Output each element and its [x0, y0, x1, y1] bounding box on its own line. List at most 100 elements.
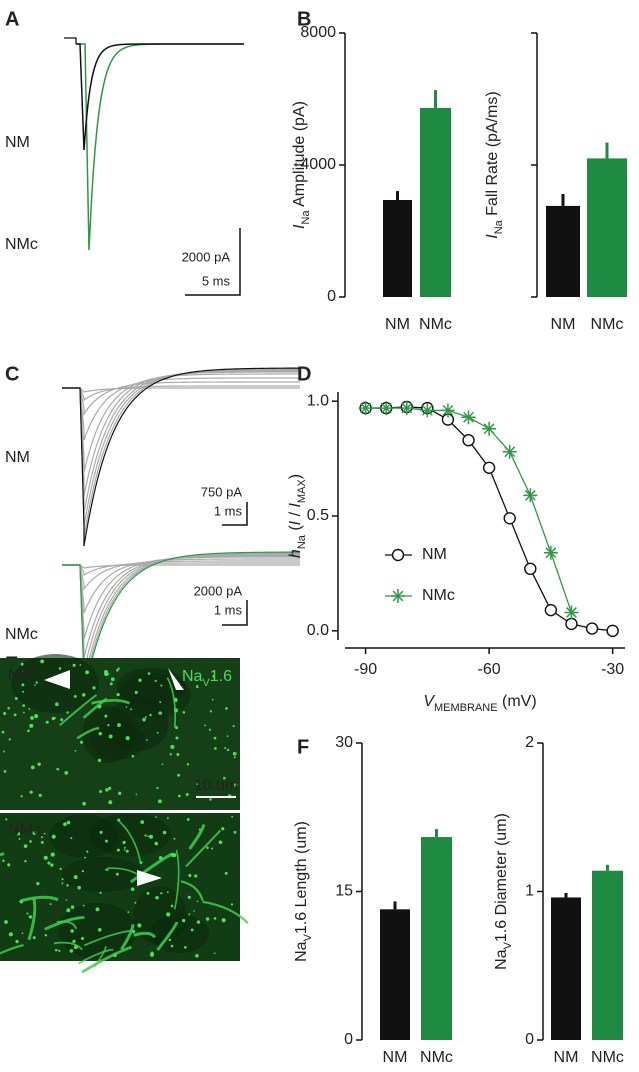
puncta	[170, 744, 175, 749]
puncta	[140, 820, 145, 824]
puncta	[43, 855, 48, 860]
label-part: V	[502, 941, 514, 949]
marker	[461, 410, 476, 425]
trace	[76, 43, 243, 251]
cell-shadow	[62, 856, 144, 892]
label-part: Na	[300, 210, 312, 225]
axon-segment	[76, 727, 100, 740]
axon-segment	[173, 849, 180, 910]
label-part: I	[287, 520, 304, 525]
puncta	[58, 949, 61, 952]
puncta	[211, 698, 214, 701]
puncta	[2, 859, 5, 863]
trace	[62, 562, 300, 577]
bar	[420, 107, 451, 297]
puncta	[208, 728, 211, 731]
label-part: I	[484, 234, 501, 239]
axon-segment	[129, 852, 173, 884]
puncta	[72, 663, 76, 667]
panel-letter: B	[297, 8, 311, 30]
puncta	[194, 874, 198, 878]
puncta	[99, 830, 103, 834]
y-axis-label: hNa (I / IMAX)	[287, 474, 308, 558]
label-part: Na	[182, 668, 203, 685]
puncta	[218, 840, 223, 845]
puncta	[74, 749, 77, 752]
axon-segment	[59, 694, 98, 727]
trace	[62, 555, 301, 659]
puncta	[138, 678, 142, 682]
puncta	[22, 690, 25, 693]
puncta	[99, 790, 103, 794]
trace-label: NMc	[5, 236, 38, 253]
puncta	[73, 875, 78, 880]
y-tick-label: 1	[525, 883, 534, 900]
marker	[399, 401, 414, 416]
y-tick-label: 15	[335, 883, 353, 900]
label-part: V	[423, 693, 435, 710]
puncta	[70, 929, 74, 933]
puncta	[106, 869, 109, 871]
puncta	[225, 707, 228, 710]
puncta	[188, 873, 192, 877]
puncta	[231, 815, 234, 818]
trace-label: NM	[5, 134, 30, 151]
puncta	[193, 910, 195, 912]
puncta	[155, 895, 159, 900]
puncta	[213, 917, 217, 920]
puncta	[56, 767, 59, 771]
trace	[62, 551, 301, 695]
x-tick-label: NMc	[420, 1049, 453, 1066]
scale-label: 750 pA	[201, 484, 243, 499]
puncta	[72, 939, 76, 944]
puncta	[117, 723, 121, 727]
puncta	[27, 729, 30, 733]
puncta	[110, 677, 115, 682]
puncta	[134, 690, 138, 695]
puncta	[51, 834, 56, 839]
puncta	[29, 723, 34, 728]
puncta	[4, 920, 8, 924]
puncta	[168, 938, 172, 942]
label-part: (	[287, 525, 304, 535]
label-part: (mV)	[498, 693, 537, 710]
puncta	[108, 800, 113, 805]
puncta	[181, 918, 186, 923]
puncta	[24, 859, 27, 863]
image-label: NM	[8, 667, 33, 684]
puncta	[66, 711, 69, 714]
axon-segment	[27, 897, 37, 941]
marker	[462, 434, 475, 447]
puncta	[124, 846, 126, 849]
arrowhead	[137, 870, 162, 886]
puncta	[32, 831, 37, 835]
puncta	[105, 839, 108, 843]
x-tick-label: NM	[383, 1049, 408, 1066]
label-part: )	[287, 474, 304, 479]
puncta	[92, 686, 96, 690]
puncta	[196, 783, 199, 786]
y-axis-label: INa Amplitude (pA)	[291, 101, 312, 229]
puncta	[69, 949, 74, 953]
puncta	[18, 838, 21, 840]
label-part: MEMBRANE	[434, 702, 498, 714]
y-tick-label: 0	[525, 1031, 534, 1048]
cell-shadow	[150, 913, 210, 954]
puncta	[130, 887, 135, 891]
puncta	[226, 748, 230, 752]
puncta	[109, 682, 113, 686]
puncta	[233, 830, 237, 834]
puncta	[108, 734, 113, 739]
puncta	[97, 928, 102, 932]
puncta	[28, 915, 33, 919]
puncta	[26, 912, 29, 915]
puncta	[3, 711, 7, 716]
puncta	[122, 840, 126, 845]
puncta	[147, 672, 151, 675]
puncta	[221, 827, 225, 831]
puncta	[66, 908, 71, 913]
puncta	[5, 818, 8, 821]
puncta	[224, 871, 228, 875]
puncta	[157, 799, 162, 804]
puncta	[154, 679, 157, 682]
